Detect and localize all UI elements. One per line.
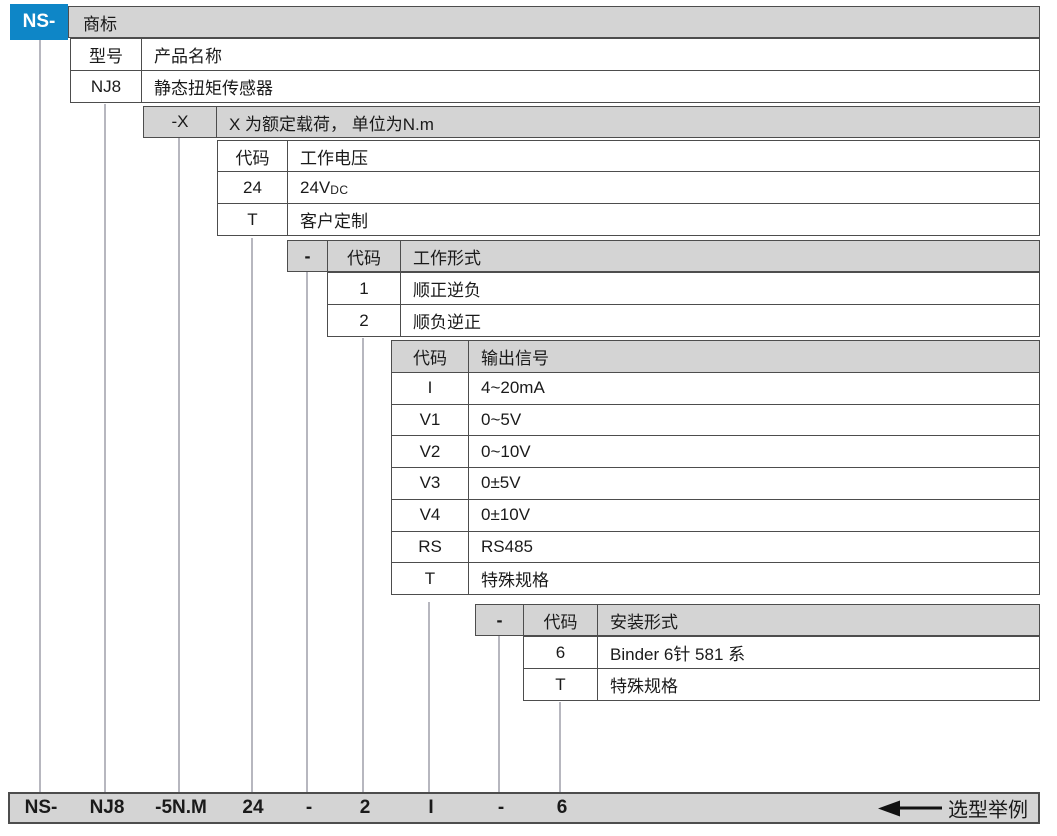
- table-row: 代码 工作电压: [217, 140, 1040, 172]
- voltage-desc-subscript: DC: [330, 182, 349, 197]
- connector-line: [498, 636, 500, 792]
- table-row: 1 顺正逆负: [327, 272, 1040, 305]
- output-desc: RS485: [481, 536, 533, 556]
- table-row: I 4~20mA: [391, 371, 1040, 405]
- mount-table-header: - 代码 安装形式: [475, 604, 1040, 636]
- table-row: -X X 为额定载荷， 单位为N.m: [143, 106, 1040, 138]
- mode-header-code: 代码: [328, 241, 401, 271]
- table-row: 6 Binder 6针 581 系: [523, 636, 1040, 669]
- output-code: V2: [392, 436, 469, 467]
- example-segment: -5N.M: [155, 797, 207, 818]
- mount-header-code: 代码: [524, 605, 598, 635]
- model-header-desc: 产品名称: [154, 47, 222, 66]
- arrow-tail: [900, 806, 942, 810]
- table-row: - 代码 安装形式: [475, 604, 1040, 636]
- arrow-left-icon: [878, 800, 900, 816]
- mode-header-desc: 工作形式: [413, 248, 481, 268]
- table-row: T 客户定制: [217, 203, 1040, 236]
- mode-table-header: - 代码 工作形式: [287, 240, 1040, 272]
- table-row: 24 24V DC: [217, 171, 1040, 204]
- mount-code: 6: [524, 637, 598, 668]
- mount-desc: Binder 6针 581 系: [610, 645, 746, 664]
- mode-code: 2: [328, 305, 401, 336]
- output-code: I: [392, 372, 469, 404]
- connector-line: [178, 138, 180, 792]
- example-segment: 6: [556, 797, 568, 818]
- table-row: RS RS485: [391, 530, 1040, 564]
- mode-code: 1: [328, 273, 401, 304]
- output-code: T: [392, 563, 469, 594]
- output-code: RS: [392, 531, 469, 563]
- table-row: T 特殊规格: [523, 668, 1040, 701]
- connector-line: [428, 602, 430, 792]
- voltage-desc: 24V DC: [288, 172, 1039, 203]
- voltage-desc: 客户定制: [300, 212, 368, 231]
- model-header-code: 型号: [71, 39, 142, 70]
- example-caption: 选型举例: [948, 799, 1028, 822]
- output-desc: 0~5V: [481, 409, 522, 429]
- table-row: NJ8 静态扭矩传感器: [70, 70, 1040, 103]
- output-desc: 0~10V: [481, 441, 531, 461]
- voltage-table: 代码 工作电压 24 24V DC T 客户定制: [217, 140, 1040, 236]
- connector-line: [559, 702, 561, 792]
- voltage-code: T: [218, 204, 288, 235]
- mount-code: T: [524, 669, 598, 700]
- table-row: 代码 输出信号: [391, 340, 1040, 373]
- connector-line: [251, 238, 253, 792]
- connector-line: [39, 40, 41, 792]
- output-desc: 特殊规格: [481, 571, 549, 591]
- mode-desc: 顺正逆负: [413, 281, 481, 300]
- table-row: V2 0~10V: [391, 435, 1040, 468]
- model-code: NJ8: [71, 71, 142, 102]
- mode-desc: 顺负逆正: [413, 313, 481, 332]
- table-row: V3 0±5V: [391, 467, 1040, 500]
- example-segment: I: [428, 797, 434, 818]
- table-row: V4 0±10V: [391, 498, 1040, 532]
- example-segment: 24: [242, 797, 264, 818]
- model-desc: 静态扭矩传感器: [154, 79, 273, 98]
- output-code: V4: [392, 499, 469, 531]
- example-pointer: 选型举例: [878, 794, 1028, 823]
- output-header-code: 代码: [392, 341, 469, 372]
- output-desc: 0±5V: [481, 473, 521, 493]
- example-segment: 2: [359, 797, 371, 818]
- output-desc: 4~20mA: [481, 378, 545, 398]
- series-prefix-badge: NS-: [10, 4, 68, 40]
- output-desc: 0±10V: [481, 505, 531, 525]
- example-segment: -: [497, 797, 505, 818]
- output-header-desc: 输出信号: [481, 348, 549, 368]
- voltage-desc-main: 24V: [300, 177, 331, 197]
- table-row: 型号 产品名称: [70, 38, 1040, 71]
- model-table: 型号 产品名称 NJ8 静态扭矩传感器: [70, 38, 1040, 103]
- ordering-example-bar: NS- NJ8 -5N.M 24 - 2 I - 6 选型举例: [8, 792, 1040, 824]
- output-code: V1: [392, 404, 469, 436]
- example-segment: NJ8: [89, 797, 125, 818]
- output-signal-table: 代码 输出信号 I 4~20mA V1 0~5V V2 0~10V V3 0±5…: [391, 340, 1040, 595]
- connector-line: [104, 104, 106, 792]
- mode-table-body: 1 顺正逆负 2 顺负逆正: [327, 272, 1040, 337]
- voltage-code: 24: [218, 172, 288, 203]
- load-desc: X 为额定载荷， 单位为N.m: [229, 114, 434, 134]
- mount-dash-cell: -: [476, 605, 524, 635]
- voltage-header-desc: 工作电压: [300, 148, 368, 168]
- connector-line: [306, 272, 308, 792]
- mount-header-desc: 安装形式: [610, 612, 678, 632]
- rated-load-table: -X X 为额定载荷， 单位为N.m: [143, 106, 1040, 138]
- output-code: V3: [392, 468, 469, 499]
- table-row: - 代码 工作形式: [287, 240, 1040, 272]
- mode-dash-cell: -: [288, 241, 328, 271]
- table-row: 2 顺负逆正: [327, 304, 1040, 337]
- example-segment: NS-: [24, 797, 58, 818]
- voltage-header-code: 代码: [218, 141, 288, 171]
- table-row: T 特殊规格: [391, 562, 1040, 595]
- mount-desc: 特殊规格: [610, 677, 678, 696]
- brand-label-cell: 商标: [68, 6, 1040, 38]
- example-segment: -: [305, 797, 313, 818]
- connector-line: [362, 338, 364, 792]
- load-code: -X: [144, 107, 217, 137]
- mount-table-body: 6 Binder 6针 581 系 T 特殊规格: [523, 636, 1040, 701]
- table-row: V1 0~5V: [391, 403, 1040, 437]
